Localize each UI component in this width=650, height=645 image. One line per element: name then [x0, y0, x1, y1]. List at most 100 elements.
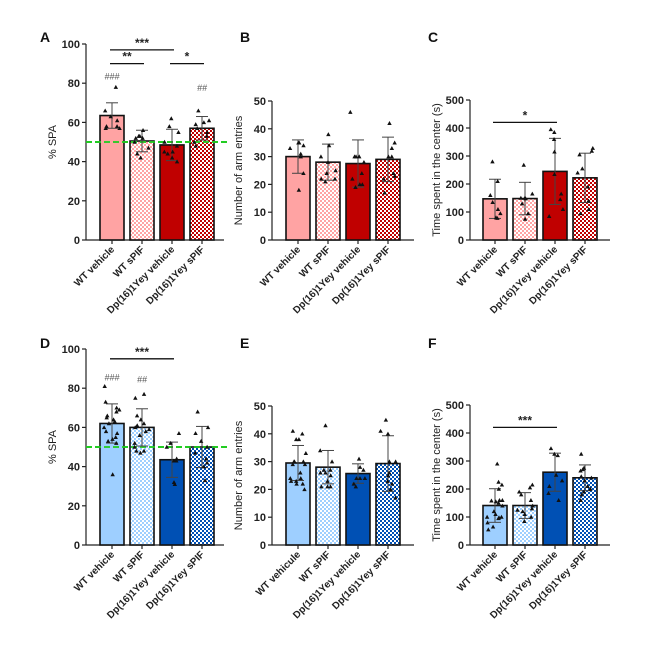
data-point [138, 155, 143, 160]
data-point [319, 484, 324, 489]
data-point [103, 126, 108, 131]
data-point [290, 462, 295, 467]
data-point [102, 108, 108, 113]
bar-wt-vehicle [99, 114, 125, 241]
data-point [132, 425, 138, 430]
data-point [132, 139, 137, 144]
bar-dp-16-1yey-spif [189, 127, 215, 241]
data-point [352, 154, 357, 159]
data-point [328, 484, 333, 489]
data-point [140, 128, 146, 132]
data-point [361, 467, 366, 472]
data-point [290, 428, 296, 433]
data-point [318, 154, 324, 159]
data-point [389, 154, 394, 159]
data-point [547, 484, 552, 488]
data-point [500, 503, 505, 508]
y-tick-label: 100 [446, 207, 464, 219]
y-tick-label: 200 [446, 484, 464, 496]
y-tick-label: 30 [254, 457, 266, 469]
data-point [110, 472, 115, 477]
data-point [559, 478, 565, 483]
data-point [328, 473, 333, 478]
data-point [360, 182, 365, 187]
data-point [389, 146, 395, 151]
y-tick-label: 80 [68, 383, 80, 395]
y-tick-label: 50 [254, 96, 266, 108]
data-point [581, 489, 587, 494]
data-point [103, 399, 108, 404]
data-point [328, 467, 333, 472]
data-point [326, 132, 331, 137]
y-tick-label: 10 [254, 207, 266, 219]
data-point [165, 151, 170, 156]
data-point [300, 481, 305, 486]
y-axis-label: Time spent in the center (s) [431, 408, 443, 541]
y-tick-label: 40 [68, 157, 80, 169]
data-point [287, 146, 293, 151]
y-tick-label: 400 [446, 428, 464, 440]
panel-letter-d: D [40, 335, 50, 351]
x-tick-label: Dp(16)1Yey sPIF [527, 549, 590, 612]
data-point [133, 135, 138, 140]
data-point [580, 467, 585, 472]
data-point [517, 489, 522, 494]
data-point [141, 448, 147, 453]
y-tick-label: 30 [254, 152, 266, 164]
data-point [106, 421, 112, 426]
y-axis-label: % SPA [47, 429, 59, 464]
data-point [172, 482, 178, 486]
data-point [499, 514, 504, 519]
data-point [325, 159, 331, 164]
x-tick-label: Dp(16)1Yey sPIF [330, 244, 393, 307]
data-point [135, 423, 140, 428]
data-point [389, 481, 395, 486]
panel-letter-b: B [240, 29, 250, 45]
data-point [387, 459, 392, 464]
data-point [143, 429, 148, 434]
data-point [103, 429, 109, 434]
y-tick-label: 300 [446, 456, 464, 468]
y-tick-label: 20 [68, 196, 80, 208]
data-point [298, 476, 303, 481]
data-point [488, 193, 493, 197]
y-tick-label: 10 [254, 512, 266, 524]
data-point [530, 482, 535, 487]
data-point [582, 478, 587, 483]
data-point [589, 475, 594, 480]
data-point [108, 114, 113, 119]
x-tick-label: Dp(16)1Yey sPIF [527, 244, 590, 307]
y-tick-label: 80 [68, 78, 80, 90]
y-tick-label: 0 [260, 540, 266, 552]
data-point [193, 143, 198, 148]
data-point [362, 476, 368, 481]
y-tick-label: 0 [74, 540, 80, 552]
panel-letter-e: E [240, 335, 249, 351]
data-point [133, 395, 138, 400]
data-point [359, 171, 365, 176]
data-point [104, 415, 109, 420]
data-point [202, 478, 208, 483]
y-tick-label: 60 [68, 117, 80, 129]
data-point [325, 478, 330, 483]
panel-letter-a: A [40, 29, 50, 45]
data-point [500, 498, 505, 502]
data-point [132, 444, 137, 449]
data-point [140, 135, 145, 140]
data-point [489, 498, 494, 503]
data-point [490, 200, 495, 204]
data-point [332, 176, 338, 181]
data-point [293, 478, 299, 483]
data-point [298, 154, 303, 159]
data-point [496, 500, 501, 505]
data-point [520, 509, 525, 514]
y-tick-label: 50 [254, 401, 266, 413]
data-point [298, 470, 303, 475]
data-point [497, 498, 502, 502]
data-point [586, 207, 591, 211]
data-point [496, 479, 501, 484]
data-point [192, 450, 198, 455]
data-point [530, 191, 535, 196]
y-tick-label: 400 [446, 123, 464, 135]
